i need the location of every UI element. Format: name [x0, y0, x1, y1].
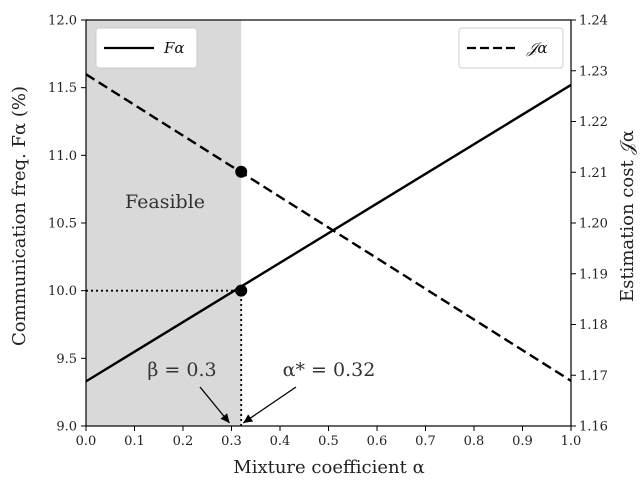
series-line-j-alpha	[85, 73, 572, 382]
x-tick-label: 0.8	[464, 434, 485, 449]
x-tick-label: 0.6	[367, 434, 388, 449]
plot-layer	[85, 20, 572, 426]
y-right-tick-label: 1.16	[579, 420, 608, 435]
x-tick-label: 0.2	[173, 434, 194, 449]
legend-left-label: Fα	[163, 39, 185, 57]
x-tick-label: 0.4	[270, 434, 291, 449]
annotation-alpha-star-arrowhead	[243, 414, 254, 423]
legend-left: Fα	[95, 27, 198, 69]
feasible-region	[86, 20, 242, 426]
x-tick-label: 0.0	[76, 434, 97, 449]
legend-right-label: 𝒥α	[526, 39, 547, 57]
y-right-tick-label: 1.22	[579, 115, 608, 130]
y-axis-right-title: Estimation cost 𝒥α	[617, 130, 638, 302]
y-left-tick-label: 11.0	[48, 149, 77, 164]
annotation-alpha-star: α* = 0.32	[283, 359, 376, 381]
y-left-tick-label: 12.0	[48, 14, 77, 29]
axes-layer: 0.0 0.1 0.2 0.3 0.4 0.5 0.6 0.7 0.8 0.9 1.0 9.0 9.5 1…	[48, 14, 608, 450]
y-right-tick-label: 1.24	[579, 14, 608, 29]
shaded-region-label: Feasible	[125, 191, 205, 213]
y-right-tick-label: 1.17	[579, 369, 608, 384]
x-tick-label: 1.0	[561, 434, 582, 449]
y-right-tick-label: 1.21	[579, 166, 608, 181]
annotation-beta: β = 0.3	[147, 359, 216, 381]
y-left-tick-label: 9.5	[56, 352, 77, 367]
y-left-tick-label: 11.5	[48, 81, 77, 96]
x-tick-label: 0.1	[124, 434, 145, 449]
marker-1	[235, 165, 248, 178]
y-right-tick-label: 1.19	[579, 267, 608, 282]
annotation-beta-arrowhead	[220, 413, 230, 423]
x-tick-label: 0.5	[318, 434, 339, 449]
y-right-tick-label: 1.18	[579, 318, 608, 333]
y-left-tick-label: 10.5	[48, 217, 77, 232]
marker-0	[235, 284, 248, 297]
x-tick-label: 0.7	[415, 434, 436, 449]
y-right-tick-label: 1.20	[579, 217, 608, 232]
x-axis-title: Mixture coefficient α	[233, 457, 424, 478]
y-right-tick-label: 1.23	[579, 64, 608, 79]
annotation-alpha-star-arrow	[242, 386, 297, 424]
series-line-f-alpha	[85, 83, 572, 383]
y-left-tick-label: 9.0	[56, 420, 77, 435]
legend-right: 𝒥α	[458, 27, 564, 69]
y-axis-left-title: Communication freq. Fα (%)	[9, 86, 30, 346]
x-tick-label: 0.9	[512, 434, 533, 449]
x-tick-label: 0.3	[221, 434, 242, 449]
y-left-tick-label: 10.0	[48, 284, 77, 299]
